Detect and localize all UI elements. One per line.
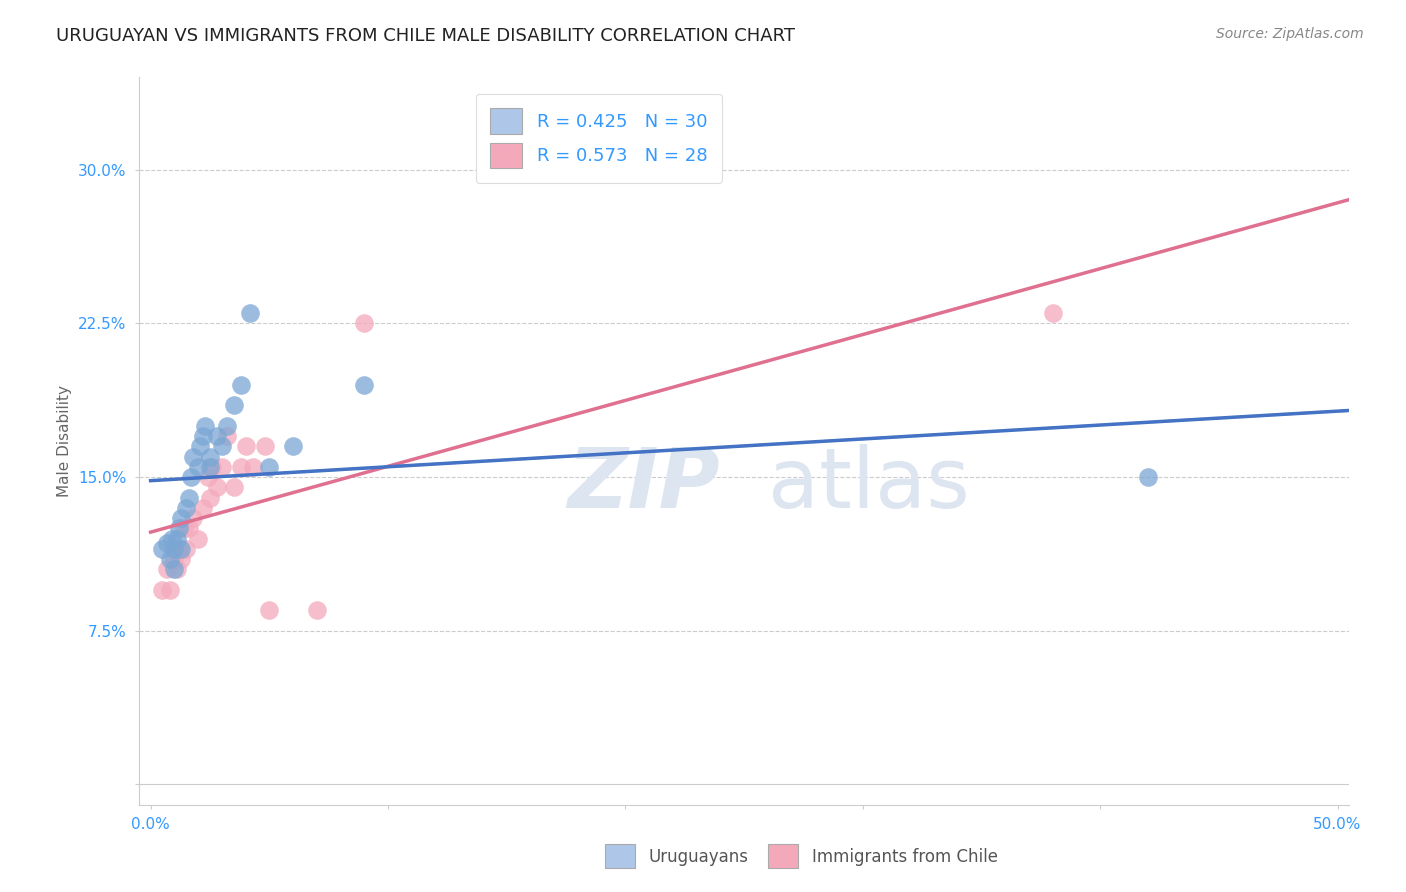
Legend: Uruguayans, Immigrants from Chile: Uruguayans, Immigrants from Chile xyxy=(599,838,1004,875)
Point xyxy=(235,439,257,453)
Point xyxy=(177,491,200,505)
Point xyxy=(167,521,190,535)
Point xyxy=(159,582,181,597)
Text: URUGUAYAN VS IMMIGRANTS FROM CHILE MALE DISABILITY CORRELATION CHART: URUGUAYAN VS IMMIGRANTS FROM CHILE MALE … xyxy=(56,27,796,45)
Point xyxy=(152,582,174,597)
Point xyxy=(156,562,179,576)
Point xyxy=(194,418,217,433)
Point xyxy=(198,450,221,464)
Point xyxy=(197,470,219,484)
Point xyxy=(1136,470,1159,484)
Point xyxy=(174,500,197,515)
Legend: R = 0.425   N = 30, R = 0.573   N = 28: R = 0.425 N = 30, R = 0.573 N = 28 xyxy=(475,94,723,183)
Point xyxy=(215,429,238,443)
Point xyxy=(177,521,200,535)
Point xyxy=(152,541,174,556)
Point xyxy=(242,459,264,474)
Point xyxy=(305,603,328,617)
Point xyxy=(190,439,212,453)
Point xyxy=(211,459,233,474)
Point xyxy=(191,429,214,443)
Point xyxy=(180,470,202,484)
Point xyxy=(163,541,186,556)
Point xyxy=(222,398,245,412)
Point xyxy=(156,535,179,549)
Point xyxy=(253,439,276,453)
Point xyxy=(183,511,205,525)
Point xyxy=(353,316,375,330)
Point xyxy=(198,491,221,505)
Point xyxy=(353,377,375,392)
Text: Source: ZipAtlas.com: Source: ZipAtlas.com xyxy=(1216,27,1364,41)
Point xyxy=(211,439,233,453)
Point xyxy=(160,532,183,546)
Text: ZIP: ZIP xyxy=(567,444,720,525)
Point xyxy=(222,480,245,494)
Point xyxy=(259,459,281,474)
Point xyxy=(170,541,193,556)
Point xyxy=(205,429,228,443)
Y-axis label: Male Disability: Male Disability xyxy=(58,385,72,497)
Point xyxy=(187,459,209,474)
Point xyxy=(205,480,228,494)
Point xyxy=(201,459,224,474)
Text: atlas: atlas xyxy=(768,444,970,525)
Point xyxy=(166,562,188,576)
Point xyxy=(198,459,221,474)
Point xyxy=(163,552,186,566)
Point xyxy=(281,439,304,453)
Point xyxy=(170,552,193,566)
Point xyxy=(215,418,238,433)
Point xyxy=(1042,306,1064,320)
Point xyxy=(191,500,214,515)
Point xyxy=(259,603,281,617)
Point xyxy=(229,459,252,474)
Point xyxy=(166,532,188,546)
Point xyxy=(167,541,190,556)
Point xyxy=(174,541,197,556)
Point xyxy=(187,532,209,546)
Point xyxy=(239,306,262,320)
Point xyxy=(163,562,186,576)
Point xyxy=(229,377,252,392)
Point xyxy=(170,511,193,525)
Point xyxy=(183,450,205,464)
Point xyxy=(173,521,195,535)
Point xyxy=(159,552,181,566)
